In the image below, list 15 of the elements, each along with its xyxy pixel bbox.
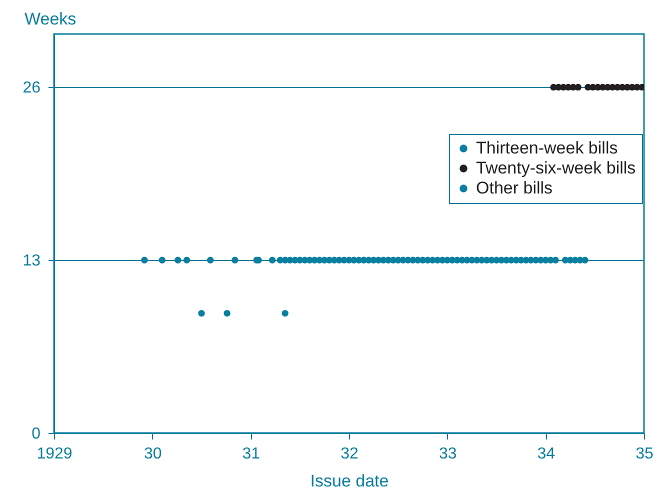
legend-label: Other bills: [476, 178, 553, 198]
x-tick-label: 34: [537, 446, 556, 462]
y-tick-label: 13: [22, 252, 41, 270]
x-tick-label: 35: [636, 446, 654, 462]
x-tick-label: 33: [438, 446, 457, 462]
legend-label: Twenty-six-week bills: [476, 158, 636, 178]
x-tick-label: 31: [242, 446, 260, 462]
legend-label: Thirteen-week bills: [476, 138, 618, 158]
x-tick-label: 30: [144, 446, 162, 462]
y-axis-title: Weeks: [24, 10, 76, 28]
x-tick-label: 1929: [36, 446, 72, 462]
x-axis-title: Issue date: [310, 472, 389, 490]
y-tick-label: 26: [22, 80, 41, 97]
y-tick-label: 0: [32, 426, 41, 442]
x-tick-label: 32: [340, 446, 358, 462]
